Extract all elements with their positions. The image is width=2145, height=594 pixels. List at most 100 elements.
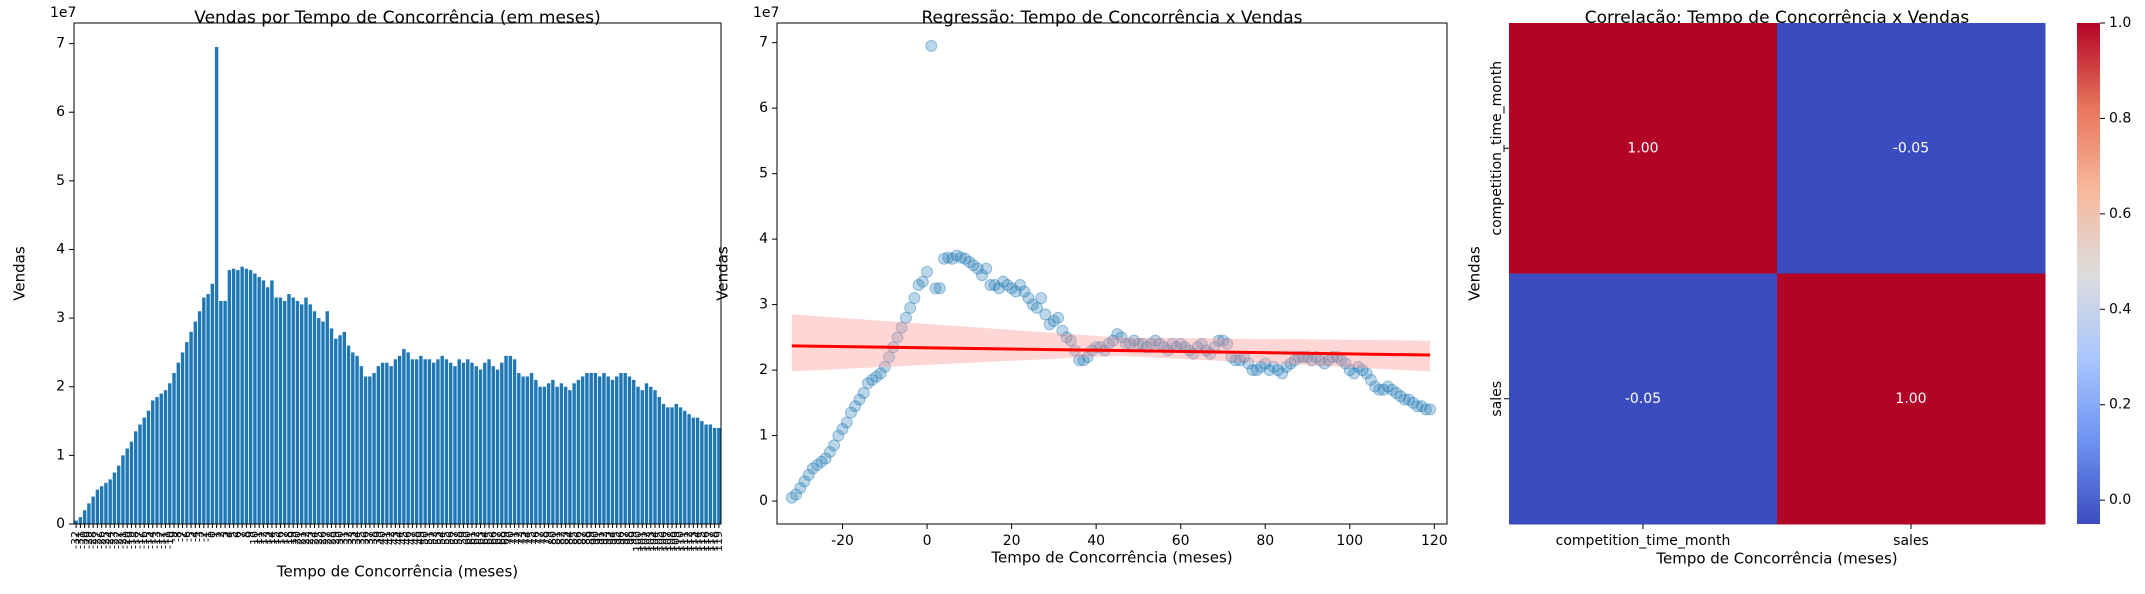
scatter-point	[1267, 360, 1280, 373]
scatter-point	[815, 455, 828, 468]
scatter-point	[1166, 337, 1179, 350]
bar	[363, 376, 368, 524]
x-tick-label: 118	[708, 531, 721, 552]
scatter-point	[929, 282, 942, 295]
scatter-point	[836, 423, 849, 436]
bar	[666, 407, 670, 524]
x-tick-label: 0	[923, 533, 932, 549]
bar	[402, 348, 406, 524]
bar	[423, 359, 427, 524]
bar	[287, 294, 291, 524]
x-tick-label: 68	[495, 531, 508, 545]
bar	[593, 373, 598, 524]
bar	[508, 355, 513, 524]
scatter-point	[1402, 393, 1415, 406]
x-tick-label: 8	[239, 531, 252, 538]
scatter-point	[959, 252, 972, 265]
bar	[372, 373, 376, 524]
bar	[691, 417, 696, 524]
x-tick-label: 53	[431, 531, 444, 545]
x-tick-label: 14	[265, 531, 278, 545]
x-tick-label: 42	[384, 531, 397, 545]
x-tick-label: 78	[537, 531, 550, 545]
x-tick-label: 113	[686, 531, 699, 552]
x-tick-label: 77	[533, 531, 546, 545]
y-tick-label: 1	[759, 428, 768, 444]
y-axis-label: Vendas	[1466, 246, 1484, 301]
x-tick-label: 20	[1003, 533, 1021, 549]
x-tick-label: 62	[469, 531, 482, 545]
x-axis-label: Tempo de Concorrência (meses)	[1655, 550, 1897, 568]
scatter-point	[1394, 390, 1407, 403]
y-tick-label: 6	[759, 100, 768, 116]
scatter-point	[1348, 367, 1361, 380]
x-tick-label: -5	[184, 531, 197, 542]
bar	[627, 376, 632, 524]
y-tick-label: 4	[56, 241, 65, 257]
bar	[525, 376, 530, 524]
x-tick-label: 43	[388, 531, 401, 545]
heatmap-cell	[1777, 273, 2046, 525]
x-tick-label: 33	[346, 531, 359, 545]
y-axis-label: Vendas	[714, 246, 732, 301]
bar	[121, 455, 125, 524]
scatter-point	[1250, 364, 1263, 377]
bar	[214, 47, 219, 525]
bar	[466, 359, 470, 524]
x-tick-label: 96	[614, 531, 627, 545]
scatter-point	[1221, 337, 1234, 350]
bar	[219, 300, 223, 524]
x-tick-label: 24	[307, 531, 320, 545]
bar	[431, 362, 436, 524]
x-tick-label: 70	[503, 531, 516, 545]
x-tick-label: -14	[146, 531, 159, 549]
y-tick-label: 0	[56, 516, 65, 532]
bar	[108, 479, 112, 524]
x-tick-label: 30	[333, 531, 346, 545]
bar	[112, 472, 117, 524]
bar	[529, 373, 534, 524]
x-tick-label: 76	[529, 531, 542, 545]
x-tick-label: -31	[73, 531, 86, 549]
bar	[385, 362, 389, 524]
scatter-point	[1077, 354, 1090, 367]
x-tick-label: -30	[78, 531, 91, 549]
scatter-point	[1352, 360, 1365, 373]
x-tick-label: 23	[303, 531, 316, 545]
bar	[338, 335, 342, 524]
x-tick-label: 101	[635, 531, 648, 552]
x-tick-label: -21	[116, 531, 129, 549]
scatter-point	[1424, 403, 1437, 416]
colorbar-tick-label: 0.6	[2109, 206, 2131, 222]
bar	[248, 270, 253, 524]
bar	[155, 397, 159, 524]
x-tick-label: 41	[380, 531, 393, 545]
bar	[619, 373, 623, 524]
scatter-point	[984, 278, 997, 291]
bar	[414, 359, 419, 524]
y-tick-label: 5	[759, 166, 768, 182]
x-tick-label: 63	[474, 531, 487, 545]
y-tick-label: 1	[56, 447, 65, 463]
x-tick-label: 60	[461, 531, 474, 545]
bar	[457, 359, 461, 524]
y-tick-label: 2	[56, 379, 65, 395]
x-tick-label: 46	[401, 531, 414, 545]
scatter-point	[1018, 285, 1031, 298]
x-tick-label: -28	[86, 531, 99, 549]
scatter-point	[1052, 311, 1065, 324]
bar	[346, 345, 351, 524]
x-tick-label: -23	[107, 531, 120, 549]
bar	[189, 331, 193, 524]
scatter-point	[1216, 334, 1229, 347]
x-tick-label: 47	[405, 531, 418, 545]
x-tick-label: 58	[452, 531, 465, 545]
scatter-point	[794, 481, 807, 494]
regression-line	[791, 344, 1431, 357]
bar	[572, 383, 576, 524]
scatter-point	[980, 262, 993, 275]
scatter-point	[857, 387, 870, 400]
x-tick-label: 116	[699, 531, 712, 552]
scatter-point	[1111, 328, 1124, 341]
